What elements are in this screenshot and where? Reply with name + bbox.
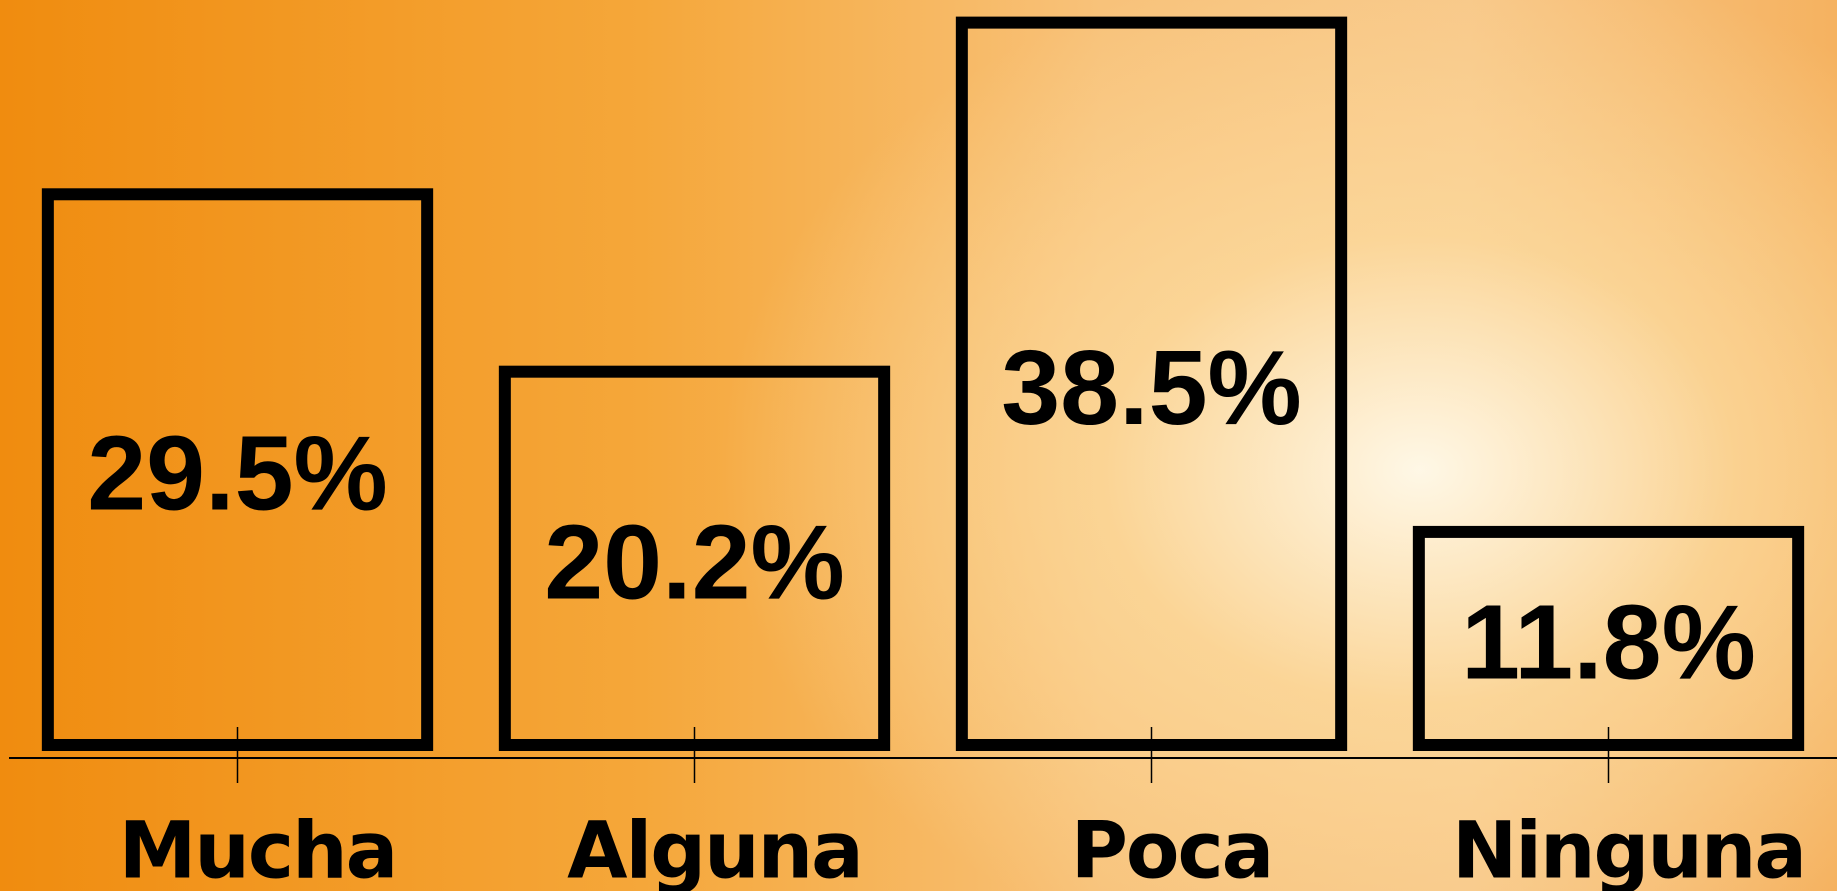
value-label: 11.8%	[1461, 583, 1756, 701]
x-tick-label: Alguna	[567, 806, 862, 891]
value-label: 38.5%	[1001, 329, 1302, 447]
value-label: 20.2%	[544, 503, 845, 621]
x-tick-label: Mucha	[119, 806, 397, 891]
x-tick-label: Ninguna	[1452, 806, 1805, 891]
x-tick-label: Poca	[1071, 806, 1273, 891]
value-label: 29.5%	[87, 415, 388, 533]
